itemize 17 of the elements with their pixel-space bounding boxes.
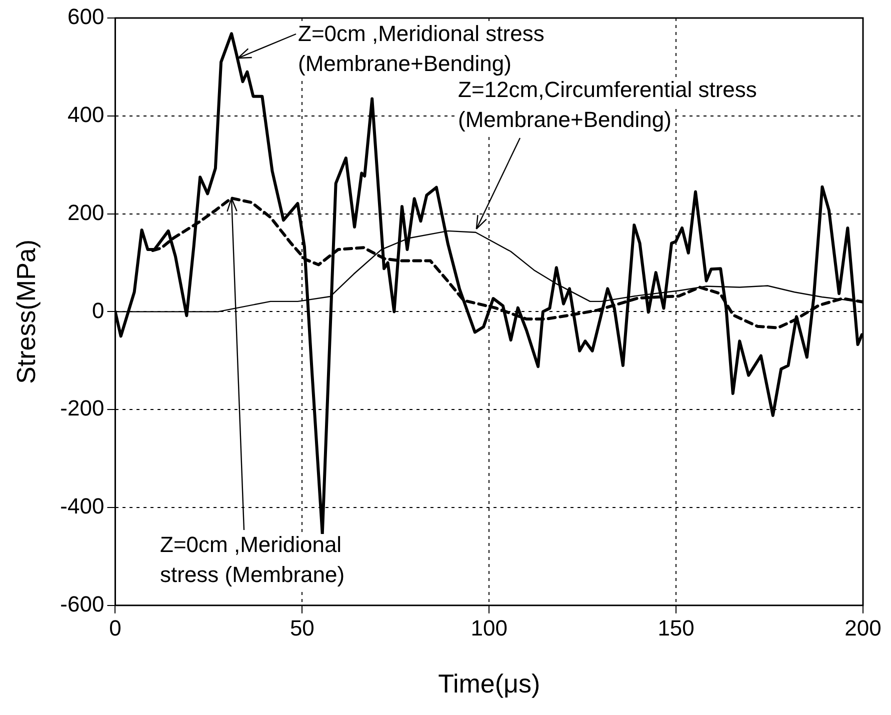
x-tick-label: 100 — [470, 616, 508, 641]
y-tick-label: 200 — [68, 200, 104, 225]
y-tick-label: 600 — [68, 4, 104, 30]
x-tick-label: 50 — [290, 616, 314, 641]
y-tick-label: -200 — [60, 396, 104, 421]
y-tick-label: -400 — [60, 494, 104, 519]
annotation: Z=0cm ,Meridional stress (Membrane+Bending) — [298, 21, 544, 76]
x-axis-title: Time(μs) — [438, 668, 540, 699]
annotation: Z=12cm,Circumferential stress (Membrane+Bending) — [458, 77, 757, 132]
x-tick-label: 0 — [109, 616, 122, 641]
y-tick-label: 400 — [68, 102, 104, 127]
annotation: Z=0cm ,Meridional stress (Membrane) — [160, 532, 345, 588]
y-tick-label: 0 — [92, 298, 104, 323]
y-tick-label: -600 — [60, 591, 104, 616]
x-tick-label: 150 — [658, 616, 694, 641]
y-axis-title: Stress(MPa) — [10, 239, 41, 384]
x-tick-label: 200 — [844, 616, 882, 641]
